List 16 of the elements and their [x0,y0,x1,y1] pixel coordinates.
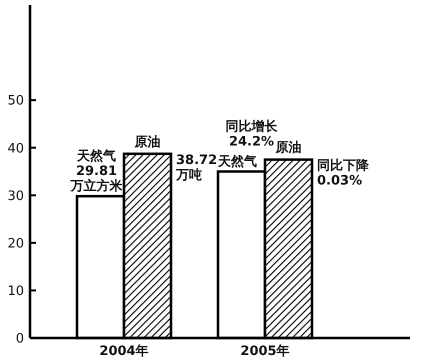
y-tick-label: 30 [7,188,24,204]
y-tick-label: 40 [7,141,24,156]
series-label: 天然气 [217,154,257,170]
x-tick-label: 2005年 [240,344,290,359]
y-tick-label: 20 [7,236,24,252]
text: 天然气 [77,149,116,164]
series-label: 原油 [134,134,160,150]
annotation: 同比下降 0.03% [317,158,370,189]
y-tick-label: 10 [7,284,24,299]
x-tick-label: 2004年 [99,344,149,359]
text: 原油 [276,140,302,156]
data-label: 29.81 万立方米 [70,164,124,194]
annotation: 38.72 万吨 [175,152,218,183]
y-tick-label: 0 [16,332,24,347]
annotation: 同比增长 24.2% [226,120,278,150]
y-tick-label: 50 [7,94,24,109]
